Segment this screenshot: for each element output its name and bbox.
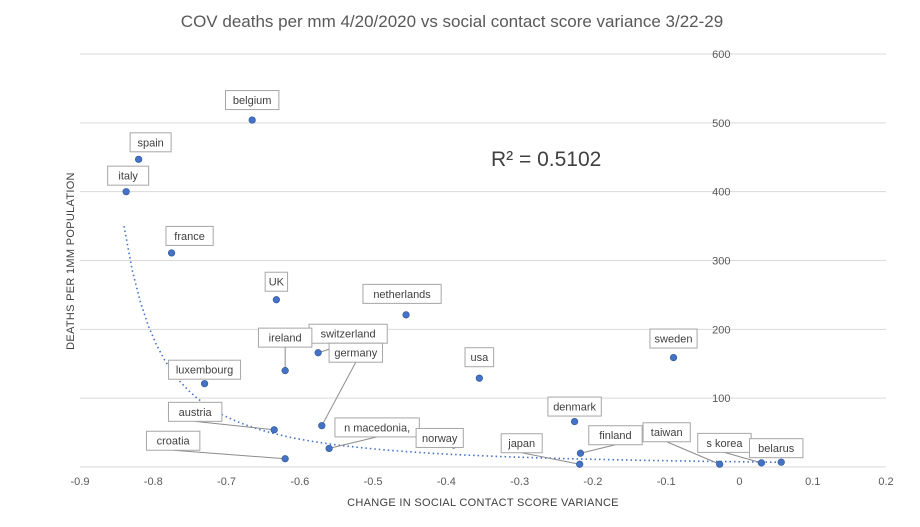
data-point: [281, 455, 289, 463]
x-tick-label: -0.5: [364, 476, 383, 488]
data-point: [200, 380, 209, 388]
data-label-leader: [521, 452, 580, 465]
x-tick-label: -0.2: [583, 476, 602, 488]
data-label-box: [165, 225, 214, 246]
data-label: netherlands: [373, 289, 431, 301]
data-label-box: [129, 132, 172, 153]
data-label: s korea: [706, 438, 743, 450]
data-label: finland: [599, 430, 631, 442]
data-label: italy: [118, 171, 138, 183]
y-tick-label: 600: [712, 49, 730, 61]
x-tick-label: 0.2: [878, 476, 893, 488]
data-label-box: [649, 328, 698, 349]
data-label-box: [547, 396, 602, 417]
data-point: [576, 460, 584, 468]
data-label-box: [257, 327, 313, 348]
data-label-leader: [195, 420, 275, 431]
data-point: [167, 249, 176, 257]
data-point: [402, 311, 410, 319]
data-label-box: [167, 401, 223, 422]
data-label: norway: [422, 433, 458, 445]
data-point: [475, 374, 483, 382]
data-label: UK: [269, 277, 285, 289]
data-label: ireland: [269, 333, 302, 345]
data-label-box: [588, 425, 643, 446]
data-label-leader: [580, 444, 616, 454]
x-tick-label: -0.1: [657, 476, 676, 488]
data-label-box: [145, 430, 201, 451]
data-point: [570, 417, 579, 426]
data-label-box: [362, 283, 442, 304]
data-label-box: [642, 422, 691, 443]
data-point: [281, 367, 289, 375]
data-label-leader: [321, 361, 357, 426]
data-label-box: [749, 438, 804, 459]
data-point: [716, 460, 724, 468]
data-label-box: [464, 347, 495, 368]
data-label: germany: [334, 348, 377, 360]
x-tick-label: 0: [736, 476, 742, 488]
data-label: spain: [137, 137, 163, 149]
data-label-leader: [329, 436, 378, 449]
y-axis-title: DEATHS PER 1MM POPULATION: [65, 172, 77, 350]
data-label-box: [500, 433, 543, 454]
data-label: japan: [507, 438, 535, 450]
data-point: [272, 296, 280, 304]
data-label: belgium: [233, 95, 272, 107]
data-label-leader: [724, 451, 762, 464]
x-tick-label: -0.7: [217, 476, 236, 488]
data-label: n macedonia,: [344, 422, 410, 434]
x-axis-title: CHANGE IN SOCIAL CONTACT SCORE VARIANCE: [347, 497, 619, 509]
data-point: [248, 116, 256, 124]
data-label: switzerland: [321, 329, 376, 341]
data-point: [122, 188, 130, 196]
data-label-leader: [666, 441, 720, 465]
x-tick-label: -0.8: [144, 476, 163, 488]
x-tick-label: -0.6: [290, 476, 309, 488]
data-label-box: [168, 359, 242, 380]
data-point: [135, 155, 143, 163]
x-tick-label: -0.4: [437, 476, 456, 488]
data-label-box: [415, 427, 464, 448]
data-label: france: [174, 231, 205, 243]
data-label-box: [334, 417, 420, 438]
data-point: [757, 459, 766, 467]
r-squared-annotation: R² = 0.5102: [491, 148, 601, 171]
data-point: [314, 349, 322, 357]
data-point: [777, 458, 785, 466]
data-label-box: [328, 342, 384, 363]
x-tick-label: -0.9: [71, 476, 90, 488]
data-label-box: [264, 271, 289, 292]
data-label: usa: [470, 352, 489, 364]
y-tick-label: 300: [712, 256, 730, 268]
data-point: [318, 422, 326, 430]
data-point: [669, 353, 678, 362]
trendline: [123, 225, 777, 463]
data-point: [576, 449, 585, 457]
data-label-box: [224, 90, 280, 111]
data-label: croatia: [157, 436, 191, 448]
data-label: taiwan: [651, 427, 683, 439]
data-label: sweden: [655, 334, 693, 346]
data-label: austria: [179, 407, 213, 419]
y-tick-label: 200: [712, 324, 730, 336]
y-tick-label: 100: [712, 393, 730, 405]
y-tick-label: 500: [712, 118, 730, 130]
chart-title: COV deaths per mm 4/20/2020 vs social co…: [181, 12, 723, 31]
x-tick-label: 0.1: [805, 476, 820, 488]
data-point: [325, 444, 333, 453]
data-point: [270, 426, 278, 434]
data-label-box: [107, 165, 150, 186]
data-label-leader: [173, 449, 286, 460]
data-label: belarus: [758, 443, 795, 455]
data-label: denmark: [553, 402, 596, 414]
y-tick-label: 400: [712, 187, 730, 199]
data-label: luxembourg: [176, 365, 233, 377]
x-tick-label: -0.3: [510, 476, 529, 488]
